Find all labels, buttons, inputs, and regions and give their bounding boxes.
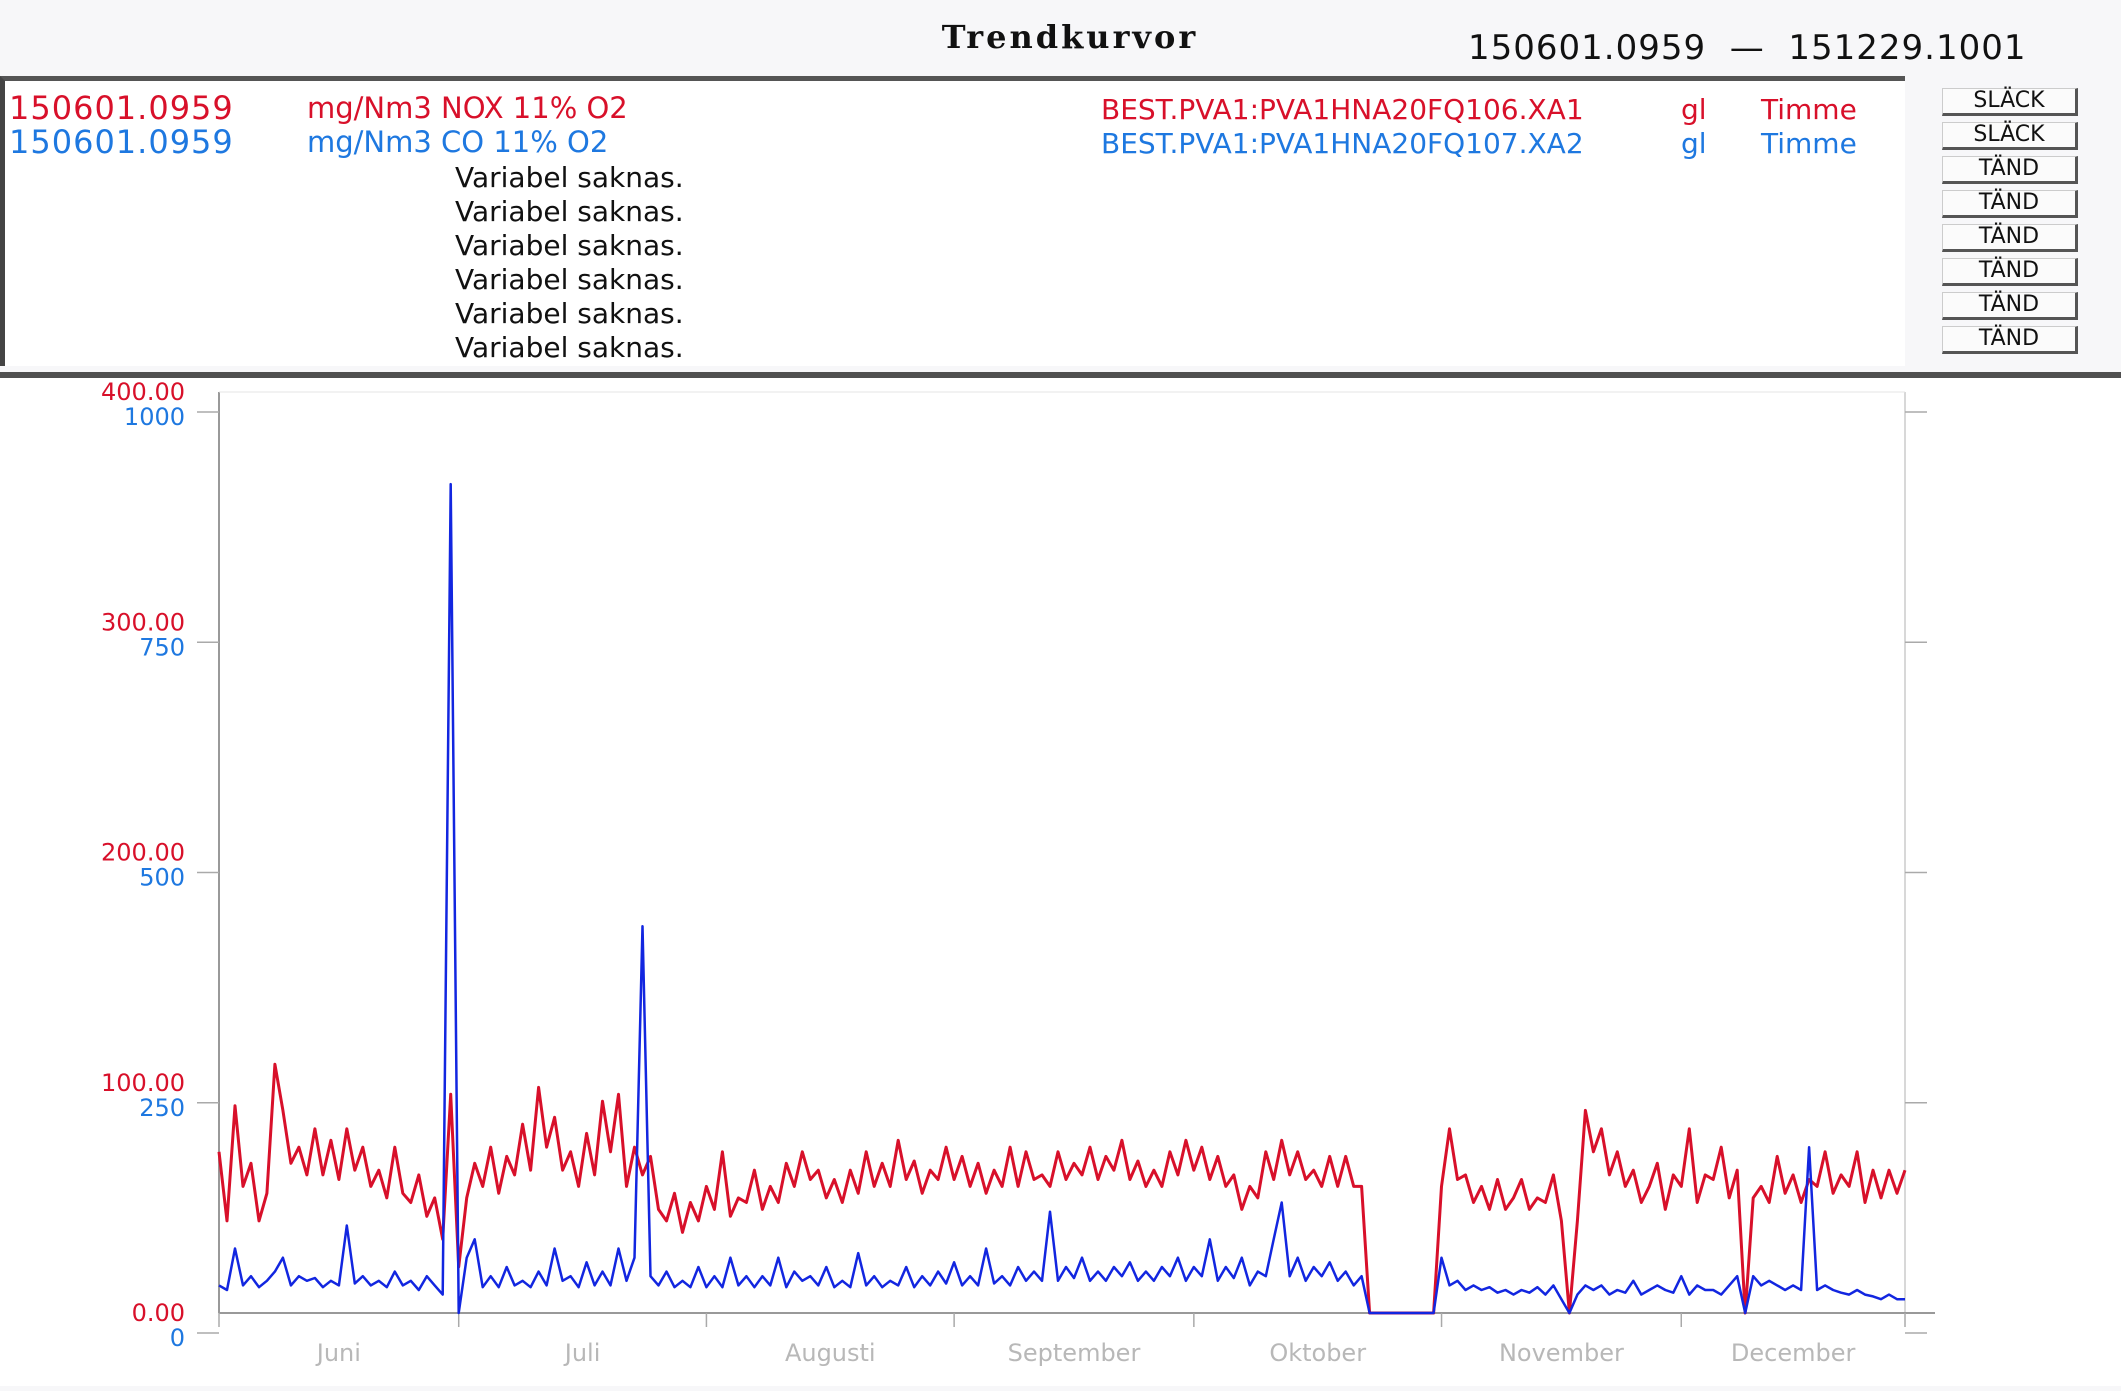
show-series-7-button[interactable]: TÄND xyxy=(1942,292,2078,320)
series-line-co xyxy=(218,482,1905,1315)
variable-missing-7: Variabel saknas. xyxy=(455,297,684,330)
x-tick-label: November xyxy=(1499,1339,1624,1367)
y-tick-label-nox: 300.00 xyxy=(101,608,185,636)
x-axis-ticks: Juni Juli Augusti September Oktober November D… xyxy=(218,1313,1906,1367)
series-line-nox xyxy=(217,1062,1907,1315)
show-series-3-button[interactable]: TÄND xyxy=(1942,156,2078,184)
show-series-4-button[interactable]: TÄND xyxy=(1942,190,2078,218)
y-tick-label-co: 250 xyxy=(139,1094,185,1122)
y-tick-label-nox: 400.00 xyxy=(101,378,185,406)
x-tick-label: December xyxy=(1731,1339,1856,1367)
variable-missing-3: Variabel saknas. xyxy=(455,161,684,194)
nox-start-time: 150601.0959 xyxy=(9,89,234,127)
co-unit: gl xyxy=(1681,127,1707,160)
co-start-time: 150601.0959 xyxy=(9,123,234,161)
show-series-8-button[interactable]: TÄND xyxy=(1942,326,2078,354)
variable-missing-8: Variabel saknas. xyxy=(455,331,684,364)
variable-missing-5: Variabel saknas. xyxy=(455,229,684,262)
hide-series-2-button[interactable]: SLÄCK xyxy=(1942,122,2078,150)
x-tick-label: Augusti xyxy=(785,1339,876,1367)
nox-series-name: mg/Nm3 NOX 11% O2 xyxy=(307,91,628,125)
y-tick-label-nox: 200.00 xyxy=(101,839,185,867)
nox-tag: BEST.PVA1:PVA1HNA20FQ106.XA1 xyxy=(1101,93,1584,126)
y-tick-label-nox: 100.00 xyxy=(101,1069,185,1097)
x-tick-label: Oktober xyxy=(1269,1339,1366,1367)
co-interval: Timme xyxy=(1761,127,1857,160)
y-tick-label-co: 0 xyxy=(170,1324,185,1352)
legend-panel: 150601.0959 mg/Nm3 NOX 11% O2 BEST.PVA1:… xyxy=(0,76,1905,366)
time-range: 150601.0959 — 151229.1001 xyxy=(1468,28,2027,68)
x-tick-label: September xyxy=(1008,1339,1141,1367)
nox-unit: gl xyxy=(1681,93,1707,126)
page-title: Trendkurvor xyxy=(941,18,1199,56)
header-separator xyxy=(0,372,2121,378)
co-tag: BEST.PVA1:PVA1HNA20FQ107.XA2 xyxy=(1101,127,1584,160)
show-series-6-button[interactable]: TÄND xyxy=(1942,258,2078,286)
y-tick-label-co: 750 xyxy=(139,633,185,661)
y-tick-label-co: 1000 xyxy=(124,403,185,431)
nox-interval: Timme xyxy=(1761,93,1857,126)
variable-missing-6: Variabel saknas. xyxy=(455,263,684,296)
show-series-5-button[interactable]: TÄND xyxy=(1942,224,2078,252)
hide-series-1-button[interactable]: SLÄCK xyxy=(1942,88,2078,116)
chart-area: 400.00 1000 300.00 750 200.00 500 100.00 250 0.0… xyxy=(0,378,2121,1386)
variable-missing-4: Variabel saknas. xyxy=(455,195,684,228)
x-tick-label: Juli xyxy=(563,1339,601,1367)
y-tick-label-co: 500 xyxy=(139,864,185,892)
co-series-name: mg/Nm3 CO 11% O2 xyxy=(307,125,609,159)
x-tick-label: Juni xyxy=(315,1339,361,1367)
y-tick-label-nox: 0.00 xyxy=(132,1299,185,1327)
